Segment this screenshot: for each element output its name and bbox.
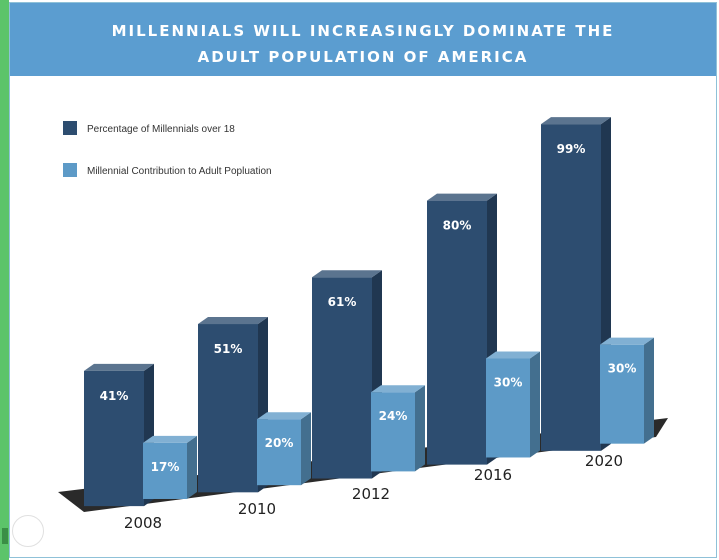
bar-label-millennial-contribution-2010: 20% bbox=[265, 436, 294, 450]
legend-label-millennials-over-18: Percentage of Millennials over 18 bbox=[87, 124, 235, 135]
bar-label-millennials-over-18-2012: 61% bbox=[328, 295, 357, 309]
bar-millennial-contribution-2016-side bbox=[530, 351, 540, 458]
bar-millennial-contribution-2008-side bbox=[187, 435, 197, 499]
left-color-strip bbox=[0, 0, 9, 560]
bar-millennials-over-18-2016-front bbox=[427, 200, 487, 465]
bar-label-millennial-contribution-2020: 30% bbox=[608, 362, 637, 376]
bar-millennial-contribution-2008-front bbox=[143, 442, 187, 499]
bar-millennials-over-18-2008-top bbox=[84, 363, 154, 371]
bar-millennial-contribution-2010-front bbox=[257, 419, 301, 486]
bar-millennial-contribution-2012-front bbox=[371, 392, 415, 472]
bar-millennial-contribution-2020-front bbox=[600, 344, 644, 444]
bar-millennials-over-18-2020-front bbox=[541, 124, 601, 451]
legend: Percentage of Millennials over 18 Millenn… bbox=[63, 121, 272, 177]
category-labels: 2008 2010 2012 2016 2020 bbox=[124, 452, 623, 532]
corner-mark bbox=[2, 528, 8, 544]
bar-label-millennial-contribution-2008: 17% bbox=[151, 460, 180, 474]
chart-title-line-2: ADULT POPULATION OF AMERICA bbox=[197, 48, 529, 66]
bar-millennial-contribution-2010-side bbox=[301, 412, 311, 486]
bar-millennial-contribution-2012-side bbox=[415, 385, 425, 472]
bar-millennials-over-18-2010-top bbox=[198, 317, 268, 325]
bar-labels: 41% 17% 51% 20% 61% 24% 80% 30% 99% 30% bbox=[100, 142, 637, 474]
category-label-2016: 2016 bbox=[474, 466, 512, 484]
bar-millennials-over-18-2020-top bbox=[541, 117, 611, 125]
bar-millennial-contribution-2020-top bbox=[600, 337, 654, 345]
bar-millennials-over-18-2012 bbox=[312, 270, 382, 479]
bar-millennial-contribution-2012-top bbox=[371, 385, 425, 393]
bar-millennial-contribution-2016 bbox=[486, 351, 540, 458]
bar-millennials-over-18-2012-top bbox=[312, 270, 382, 278]
bar-millennial-contribution-2010-top bbox=[257, 412, 311, 420]
bar-label-millennials-over-18-2010: 51% bbox=[214, 342, 243, 356]
bar-label-millennials-over-18-2016: 80% bbox=[443, 219, 472, 233]
bar-millennial-contribution-2008-top bbox=[143, 435, 197, 443]
bar-millennial-contribution-2010 bbox=[257, 412, 311, 486]
chart-title-line-1: MILLENNIALS WILL INCREASINGLY DOMINATE T… bbox=[111, 22, 615, 40]
category-label-2012: 2012 bbox=[352, 485, 390, 503]
category-label-2010: 2010 bbox=[238, 500, 276, 518]
legend-label-millennial-contribution: Millennial Contribution to Adult Popluat… bbox=[87, 166, 272, 177]
bar-millennials-over-18-2016-top bbox=[427, 193, 497, 201]
bar-label-millennial-contribution-2016: 30% bbox=[494, 375, 523, 389]
category-label-2008: 2008 bbox=[124, 514, 162, 532]
bar-millennial-contribution-2020-side bbox=[644, 337, 654, 444]
bars bbox=[84, 117, 654, 507]
bar-millennials-over-18-2010-front bbox=[198, 324, 258, 493]
chart-frame bbox=[9, 2, 717, 558]
bar-millennials-over-18-2008-front bbox=[84, 370, 144, 507]
bar-millennial-contribution-2016-front bbox=[486, 358, 530, 458]
bar-label-millennials-over-18-2008: 41% bbox=[100, 389, 129, 403]
watermark-badge bbox=[12, 515, 44, 547]
bar-millennial-contribution-2016-top bbox=[486, 351, 540, 359]
category-label-2020: 2020 bbox=[585, 452, 623, 470]
legend-swatch-millennials-over-18 bbox=[63, 121, 77, 135]
bar-millennials-over-18-2012-front bbox=[312, 277, 372, 479]
bar-label-millennials-over-18-2020: 99% bbox=[557, 142, 586, 156]
bar-label-millennial-contribution-2012: 24% bbox=[379, 409, 408, 423]
bar-millennial-contribution-2012 bbox=[371, 385, 425, 472]
bar-millennial-contribution-2008 bbox=[143, 435, 197, 499]
legend-swatch-millennial-contribution bbox=[63, 163, 77, 177]
title-banner: MILLENNIALS WILL INCREASINGLY DOMINATE T… bbox=[10, 3, 716, 76]
bar-millennial-contribution-2020 bbox=[600, 337, 654, 444]
